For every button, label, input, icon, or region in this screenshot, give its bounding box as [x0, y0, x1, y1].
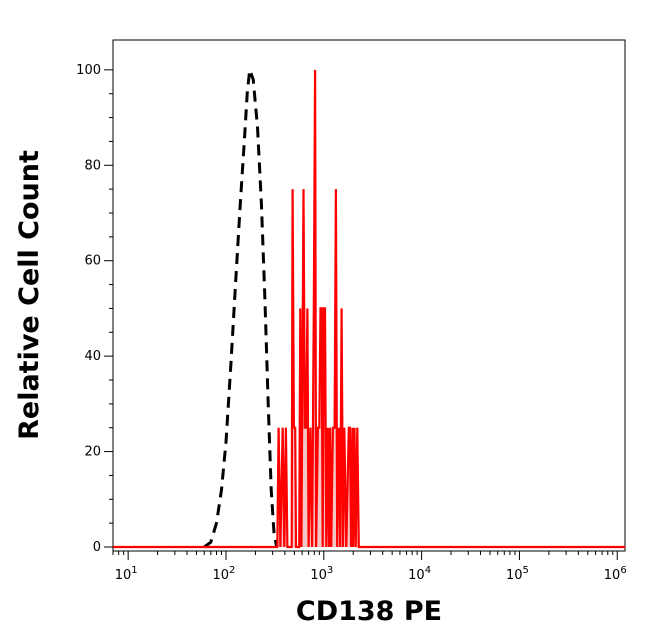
x-axis-ticks: 101 102 103 104 105 106	[112, 551, 627, 583]
plot-frame	[112, 39, 626, 552]
y-axis-ticks: 0 20 40 60 80 100	[76, 63, 113, 555]
x-tick-label: 106	[604, 565, 627, 583]
y-tick-label: 60	[84, 254, 101, 269]
y-tick-label: 80	[84, 158, 101, 173]
x-tick-label: 101	[115, 565, 138, 583]
y-axis-title: Relative Cell Count	[14, 150, 45, 440]
y-tick-label: 20	[84, 445, 101, 460]
x-tick-label: 102	[213, 565, 236, 583]
series-line-1	[113, 69, 625, 549]
fill-layer	[113, 69, 625, 548]
y-tick-label: 0	[93, 540, 101, 555]
y-tick-label: 100	[76, 63, 101, 78]
x-axis-title: CD138 PE	[296, 596, 442, 627]
x-tick-label: 104	[408, 565, 431, 583]
x-tick-label: 105	[506, 565, 529, 583]
x-tick-label: 103	[310, 565, 333, 583]
series-line-0	[203, 69, 279, 549]
series-fill-1	[113, 69, 625, 548]
y-tick-label: 40	[84, 349, 101, 364]
series-layer	[113, 69, 625, 549]
